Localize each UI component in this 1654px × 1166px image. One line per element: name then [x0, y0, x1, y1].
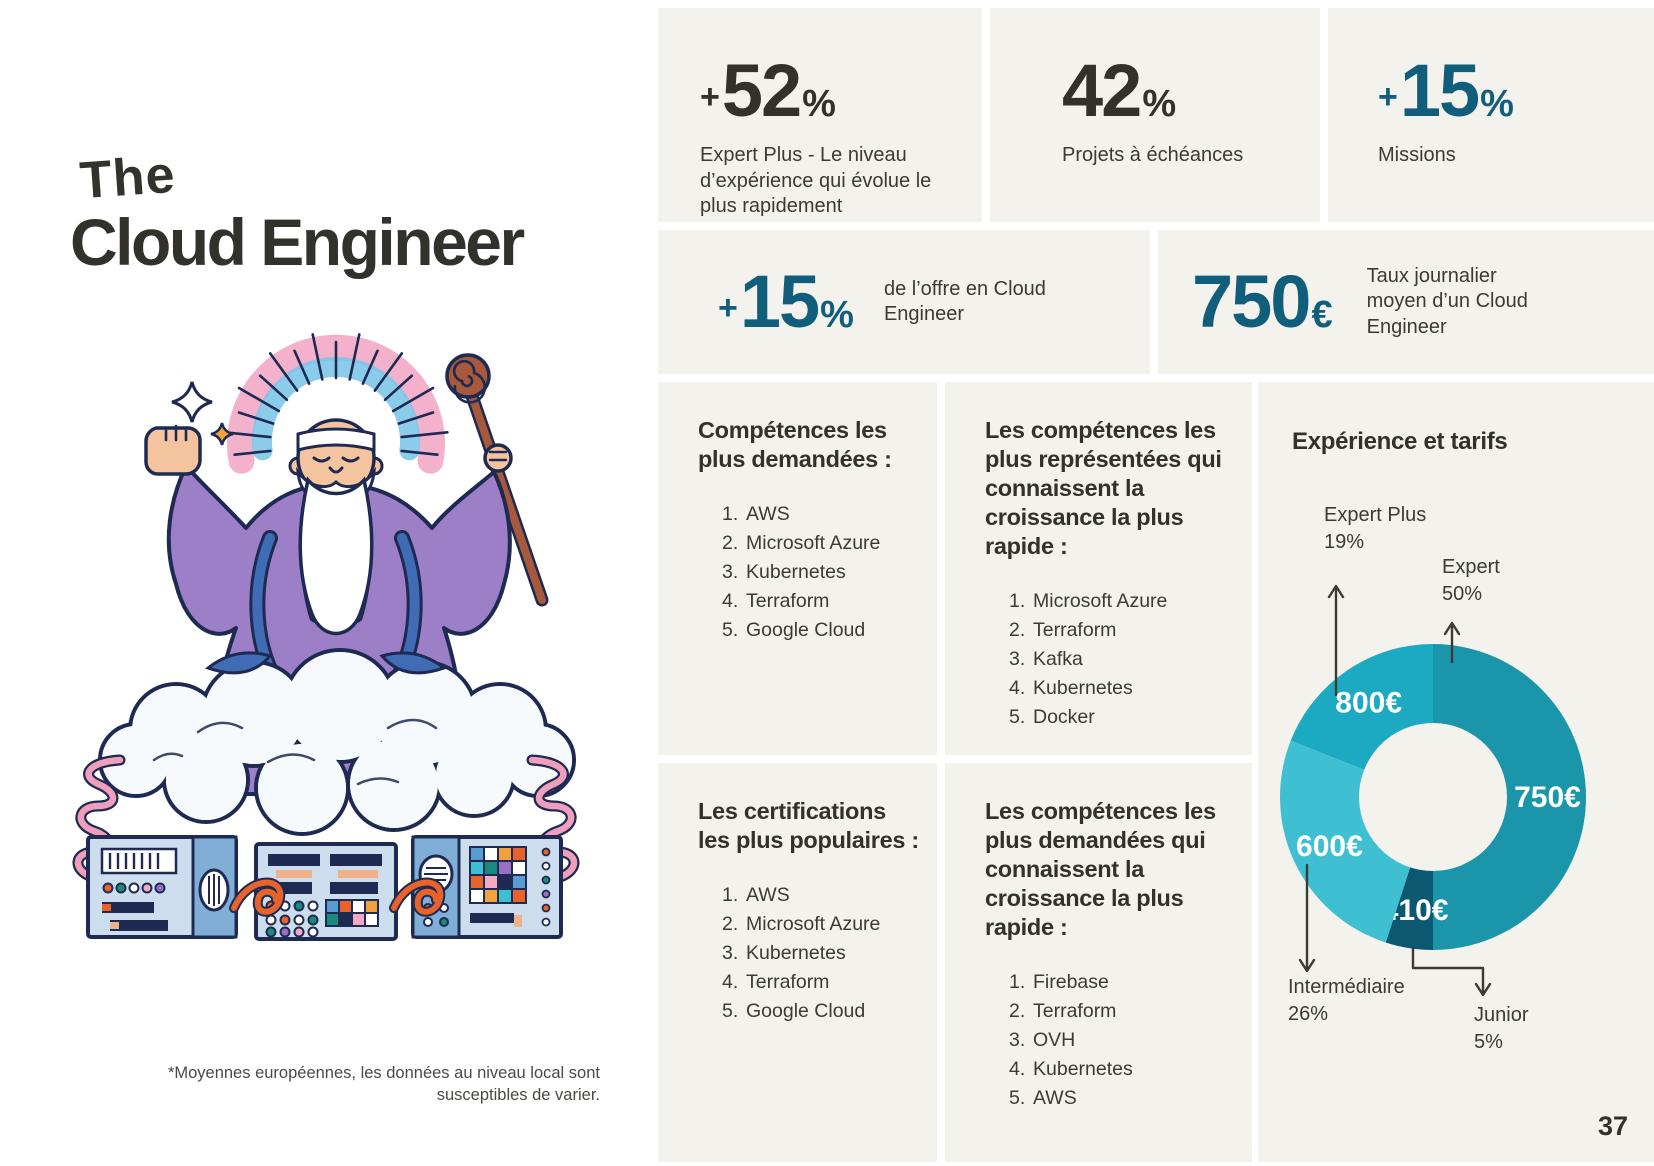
donut-slice-expert — [1433, 644, 1586, 950]
page-title-pre: The — [78, 145, 178, 211]
callout-label: Intermédiaire — [1288, 976, 1405, 998]
experience-tarifs-card: Expérience et tarifs 750€ 410€ 600€ 800€ Ex… — [1258, 382, 1654, 1162]
experience-tarifs-donut-chart: 750€ 410€ 600€ 800€ — [1280, 644, 1586, 950]
list-item: AWS — [746, 884, 790, 906]
donut-slice-junior — [1385, 867, 1433, 950]
list-card-competences-representees-croissance: Les compétences les plus représentées qu… — [945, 382, 1252, 755]
stat-prefix: + — [1378, 78, 1398, 116]
stat-value: +15% — [718, 265, 854, 339]
list-item: Google Cloud — [746, 1000, 866, 1022]
list-item: Terraform — [746, 590, 830, 612]
stat-card-missions: +15% Missions — [1328, 8, 1654, 222]
list-item: AWS — [746, 503, 790, 525]
donut-slice-expert-plus — [1290, 644, 1433, 770]
stat-value: +52% — [700, 54, 982, 128]
stat-unit: % — [1142, 83, 1177, 125]
orange-cables — [229, 877, 446, 917]
list-item: Terraform — [1033, 1000, 1117, 1022]
stat-card-projets-echeances: 42% Projets à échéances — [990, 8, 1320, 222]
stat-label: Missions — [1378, 144, 1456, 166]
skill-list: AWS Microsoft Azure Kubernetes Terraform… — [698, 881, 919, 1026]
list-item: Docker — [1033, 706, 1095, 728]
callout-pct: 26% — [1288, 1003, 1329, 1025]
list-item: Kafka — [1033, 648, 1083, 670]
list-title: Les compétences les plus demandées qui c… — [985, 798, 1216, 940]
stat-unit: % — [1480, 83, 1514, 125]
list-item: Kubernetes — [746, 942, 846, 964]
stat-prefix: + — [700, 78, 720, 116]
wizard-staff — [445, 353, 549, 607]
stat-value: 750€ — [1192, 265, 1333, 339]
stat-card-offre-cloud-engineer: +15% de l’offre en Cloud Engineer — [658, 230, 1150, 374]
list-title: Les compétences les plus représentées qu… — [985, 417, 1222, 559]
list-item: Terraform — [746, 971, 830, 993]
stat-card-expert-plus-growth: +52% Expert Plus - Le niveau d’expérienc… — [658, 8, 982, 222]
stat-label: Taux journalier moyen d’un Cloud Enginee… — [1366, 264, 1528, 338]
stat-value: +15% — [1378, 54, 1654, 128]
callout-label: Junior — [1474, 1004, 1529, 1026]
stat-unit: € — [1311, 294, 1333, 336]
stat-number: 750 — [1192, 260, 1311, 343]
stat-label: de l’offre en Cloud Engineer — [883, 277, 1046, 326]
callout-expert: Expert 50% — [1442, 554, 1500, 608]
list-item: Microsoft Azure — [746, 913, 881, 935]
skill-list: Microsoft Azure Terraform Kafka Kubernet… — [985, 587, 1234, 732]
cloud — [98, 648, 576, 836]
callout-expert-plus: Expert Plus 19% — [1324, 502, 1426, 556]
callout-pct: 50% — [1442, 583, 1483, 605]
stat-value: 42% — [1062, 54, 1320, 128]
skill-list: AWS Microsoft Azure Kubernetes Terraform… — [698, 500, 919, 645]
cloud-wizard-illustration — [72, 333, 580, 941]
stat-number: 15 — [1399, 49, 1480, 132]
donut-callout-arrows — [1298, 584, 1492, 997]
footnote: *Moyennes européennes, les données au ni… — [167, 1064, 600, 1104]
list-item: OVH — [1033, 1029, 1076, 1051]
callout-junior: Junior 5% — [1474, 1002, 1528, 1056]
stat-number: 15 — [739, 260, 820, 343]
server-panels — [86, 835, 563, 941]
list-item: Kubernetes — [1033, 1058, 1133, 1080]
list-item: Terraform — [1033, 619, 1117, 641]
page-title: Cloud Engineer — [70, 205, 525, 279]
stat-unit: % — [802, 83, 836, 125]
list-item: Kubernetes — [746, 561, 846, 583]
list-card-certifications-populaires: Les certifications les plus populaires :… — [658, 763, 937, 1162]
chart-title: Expérience et tarifs — [1292, 428, 1508, 455]
halo-rays — [223, 333, 449, 456]
stat-number: 42 — [1062, 49, 1142, 132]
stat-label: Expert Plus - Le niveau d’expérience qui… — [700, 144, 932, 217]
donut-value-label: 600€ — [1296, 830, 1363, 863]
wizard-head — [288, 418, 384, 636]
list-item: Microsoft Azure — [1033, 590, 1168, 612]
wizard-hands — [144, 424, 513, 476]
list-item: Firebase — [1033, 971, 1109, 993]
stat-card-taux-journalier: 750€ Taux journalier moyen d’un Cloud En… — [1158, 230, 1654, 374]
stat-prefix: + — [718, 289, 738, 327]
callout-label: Expert — [1442, 556, 1500, 578]
donut-value-label: 800€ — [1335, 686, 1402, 719]
callout-intermediaire: Intermédiaire 26% — [1288, 974, 1405, 1028]
list-card-competences-demandees: Compétences les plus demandées : AWS Mic… — [658, 382, 937, 755]
page-number: 37 — [1597, 1111, 1628, 1141]
list-card-competences-demandees-croissance: Les compétences les plus demandées qui c… — [945, 763, 1252, 1162]
list-title: Les certifications les plus populaires : — [698, 798, 919, 853]
stat-number: 52 — [721, 49, 802, 132]
skill-list: Firebase Terraform OVH Kubernetes AWS — [985, 968, 1234, 1113]
donut-slice-intermédiaire — [1280, 740, 1411, 943]
list-item: AWS — [1033, 1087, 1077, 1109]
stat-unit: % — [820, 294, 854, 336]
stat-label: Projets à échéances — [1062, 144, 1244, 166]
callout-pct: 19% — [1324, 531, 1365, 553]
donut-value-label: 410€ — [1382, 894, 1449, 927]
callout-pct: 5% — [1474, 1031, 1503, 1053]
list-title: Compétences les plus demandées : — [698, 417, 892, 472]
list-item: Microsoft Azure — [746, 532, 881, 554]
sparkle-icons — [171, 381, 234, 446]
list-item: Google Cloud — [746, 619, 866, 641]
callout-label: Expert Plus — [1324, 504, 1427, 526]
donut-value-label: 750€ — [1514, 781, 1581, 814]
list-item: Kubernetes — [1033, 677, 1133, 699]
